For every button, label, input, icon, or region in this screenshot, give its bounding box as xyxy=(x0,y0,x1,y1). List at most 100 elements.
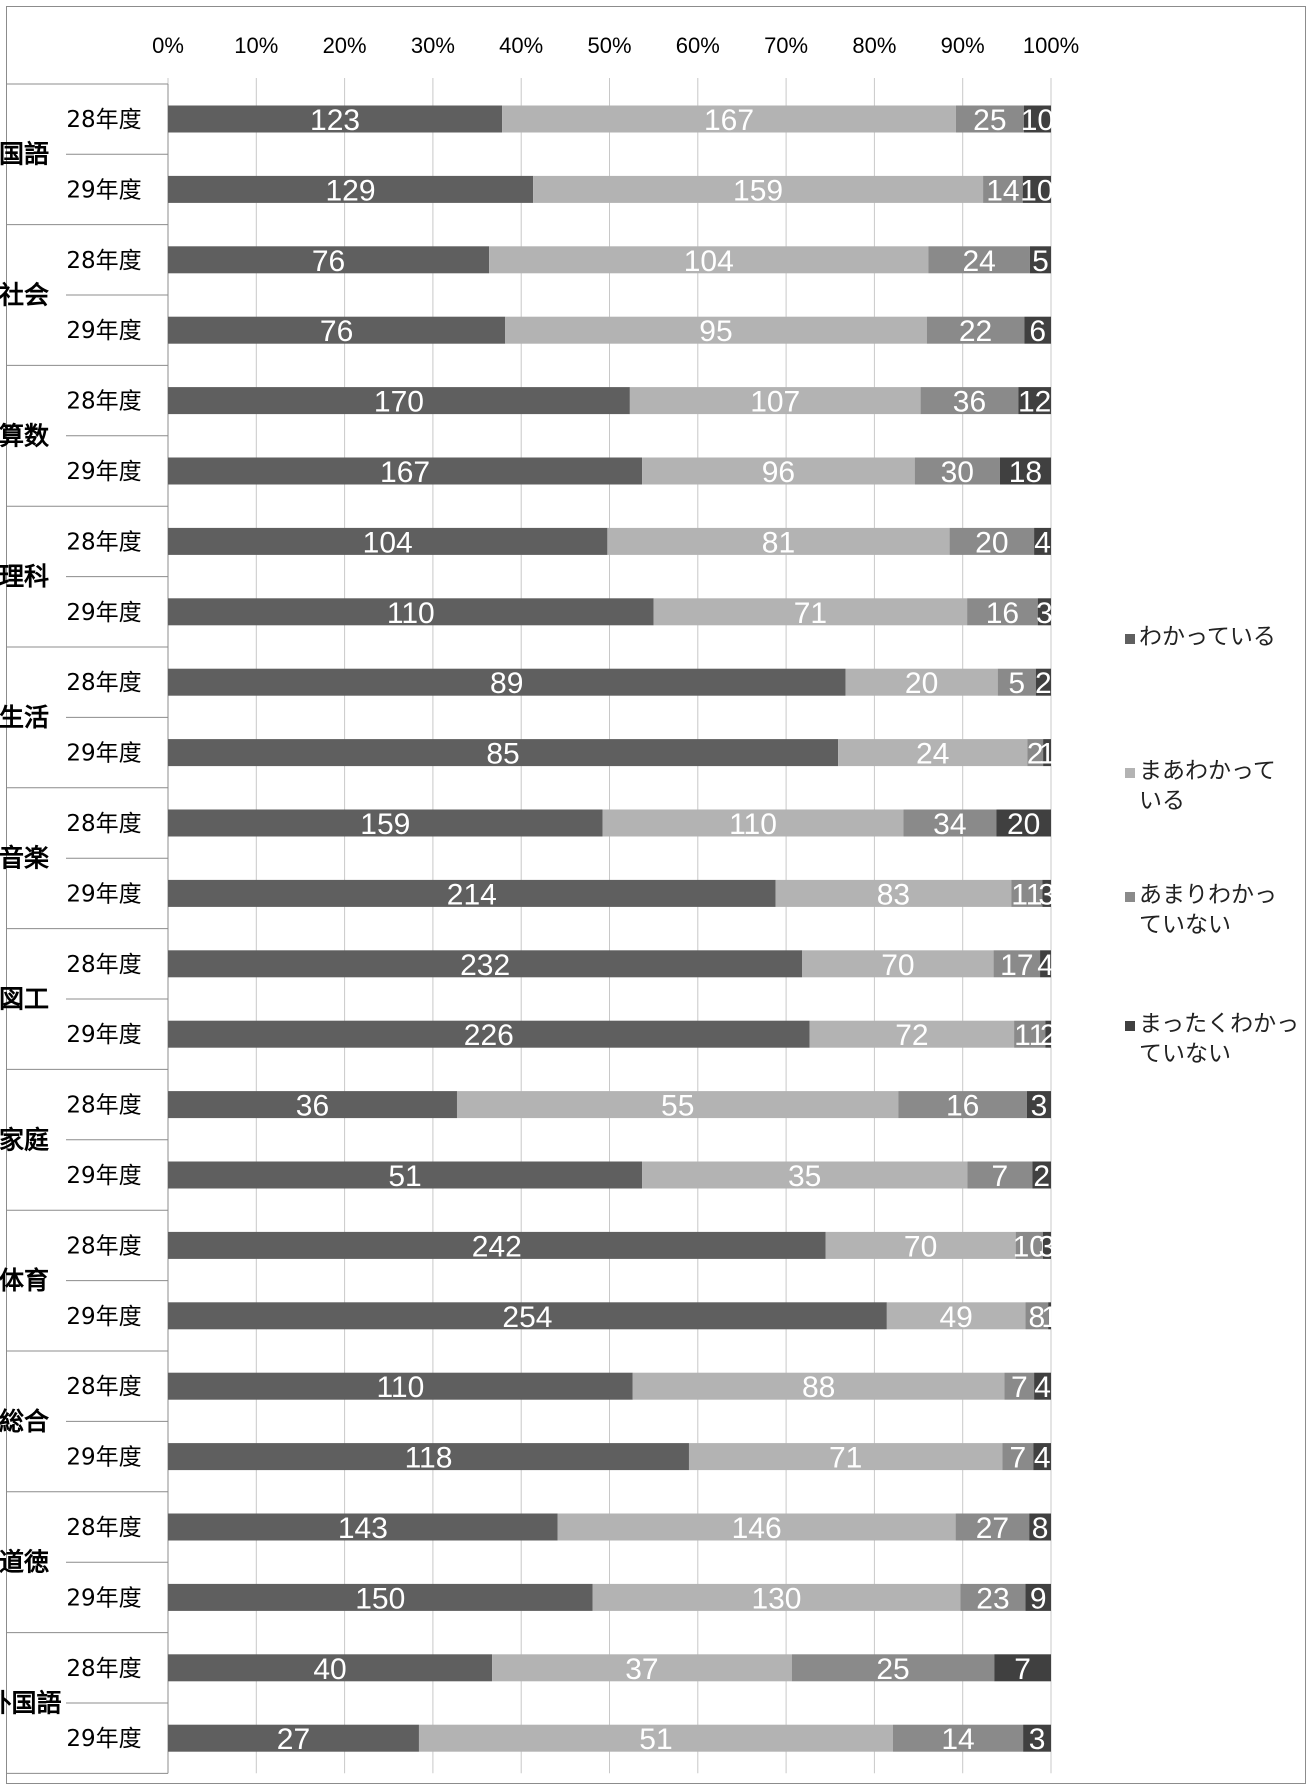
data-label: 83 xyxy=(877,878,910,911)
year-label: 28年度 xyxy=(66,1374,141,1400)
data-label: 72 xyxy=(895,1019,928,1052)
bar-segment xyxy=(1029,246,1051,274)
data-label: 55 xyxy=(661,1090,694,1123)
bar-segment xyxy=(997,668,1036,696)
year-label: 29年度 xyxy=(66,1163,141,1189)
data-label: 14 xyxy=(986,174,1019,207)
data-label: 3 xyxy=(1029,1723,1046,1756)
x-tick-label: 60% xyxy=(676,33,720,58)
data-label: 167 xyxy=(380,456,430,489)
bar-segment xyxy=(168,668,846,696)
x-tick-label: 0% xyxy=(152,33,184,58)
bar-segment xyxy=(168,1231,826,1259)
year-label: 29年度 xyxy=(66,459,141,485)
x-tick-label: 100% xyxy=(1023,33,1079,58)
bar-segment xyxy=(960,1583,1026,1611)
year-label: 28年度 xyxy=(66,670,141,696)
year-label: 29年度 xyxy=(66,1585,141,1611)
bar-segment xyxy=(1014,1020,1046,1048)
data-label: 170 xyxy=(374,386,424,419)
bar-segment xyxy=(1042,879,1051,907)
data-label: 24 xyxy=(916,738,949,771)
data-label: 254 xyxy=(502,1301,552,1334)
data-label: 8 xyxy=(1032,1512,1049,1545)
x-tick-label: 70% xyxy=(764,33,808,58)
data-label: 10 xyxy=(1021,104,1054,137)
bar-segment xyxy=(1027,739,1044,767)
bar-segment xyxy=(168,246,490,274)
bar-segment xyxy=(892,1724,1024,1752)
x-tick-label: 80% xyxy=(852,33,896,58)
data-label: 37 xyxy=(625,1653,658,1686)
legend-swatch xyxy=(1125,892,1135,902)
legend-label: わかっている xyxy=(1139,624,1276,650)
data-label: 2 xyxy=(1035,667,1052,700)
bar-segment xyxy=(955,1513,1030,1541)
bar-segment xyxy=(168,316,506,344)
bar-segment xyxy=(1002,1443,1034,1471)
legend-swatch xyxy=(1125,1021,1135,1031)
legend-label: まあわかって xyxy=(1139,758,1276,784)
x-tick-label: 90% xyxy=(941,33,985,58)
data-label: 76 xyxy=(320,315,353,348)
data-label: 146 xyxy=(732,1512,782,1545)
bar-segment xyxy=(983,175,1023,203)
data-label: 8 xyxy=(1029,1301,1046,1334)
data-label: 16 xyxy=(986,597,1019,630)
data-label: 4 xyxy=(1034,1442,1051,1475)
bar-segment xyxy=(168,879,776,907)
subject-label: 体育 xyxy=(0,1266,49,1295)
subject-label: 社会 xyxy=(0,281,49,310)
data-label: 96 xyxy=(762,456,795,489)
bar-segment xyxy=(489,246,929,274)
data-label: 159 xyxy=(733,174,783,207)
subject-label: 家庭 xyxy=(0,1125,49,1154)
bar-segment xyxy=(168,809,603,837)
bar-segment xyxy=(949,527,1035,555)
bar-segment xyxy=(967,598,1038,626)
bar-segment xyxy=(791,1654,995,1682)
year-label: 29年度 xyxy=(66,1445,141,1471)
data-label: 143 xyxy=(338,1512,388,1545)
bar-segment xyxy=(168,1443,689,1471)
bar-segment xyxy=(1034,1372,1051,1400)
bar-segment xyxy=(955,105,1024,133)
year-label: 28年度 xyxy=(66,1515,141,1541)
bar-segment xyxy=(1025,1302,1049,1330)
data-label: 85 xyxy=(486,738,519,771)
bar-segment xyxy=(928,246,1030,274)
year-label: 29年度 xyxy=(66,177,141,203)
bar-segment xyxy=(845,668,998,696)
bar-segment xyxy=(168,457,643,485)
data-label: 76 xyxy=(312,245,345,278)
year-label: 28年度 xyxy=(66,107,141,133)
data-label: 7 xyxy=(992,1160,1009,1193)
data-label: 20 xyxy=(905,667,938,700)
data-label: 11 xyxy=(1011,878,1042,911)
data-label: 20 xyxy=(1007,808,1040,841)
subject-label: 音楽 xyxy=(0,844,50,873)
bar-segment xyxy=(168,1091,457,1119)
bar-segment xyxy=(1029,1513,1051,1541)
legend-swatch xyxy=(1125,634,1135,644)
data-label: 71 xyxy=(794,597,827,630)
bar-segment xyxy=(1035,668,1051,696)
bar-segment xyxy=(1018,387,1051,415)
data-label: 11 xyxy=(1014,1019,1045,1052)
bar-segment xyxy=(168,1654,493,1682)
data-label: 70 xyxy=(904,1230,937,1263)
subject-label: 外国語 xyxy=(0,1689,62,1718)
subject-label: 総合 xyxy=(0,1407,50,1436)
bar-segment xyxy=(642,1161,968,1189)
bar-segment xyxy=(1025,1583,1051,1611)
bar-segment xyxy=(1045,1020,1051,1048)
data-label: 1 xyxy=(1041,1301,1058,1334)
year-label: 29年度 xyxy=(66,1726,141,1752)
data-label: 71 xyxy=(829,1442,862,1475)
year-label: 29年度 xyxy=(66,1304,141,1330)
bar-segment xyxy=(168,105,503,133)
bar-segment xyxy=(1040,950,1051,978)
data-label: 30 xyxy=(941,456,974,489)
data-label: 25 xyxy=(876,1653,909,1686)
x-tick-label: 10% xyxy=(234,33,278,58)
